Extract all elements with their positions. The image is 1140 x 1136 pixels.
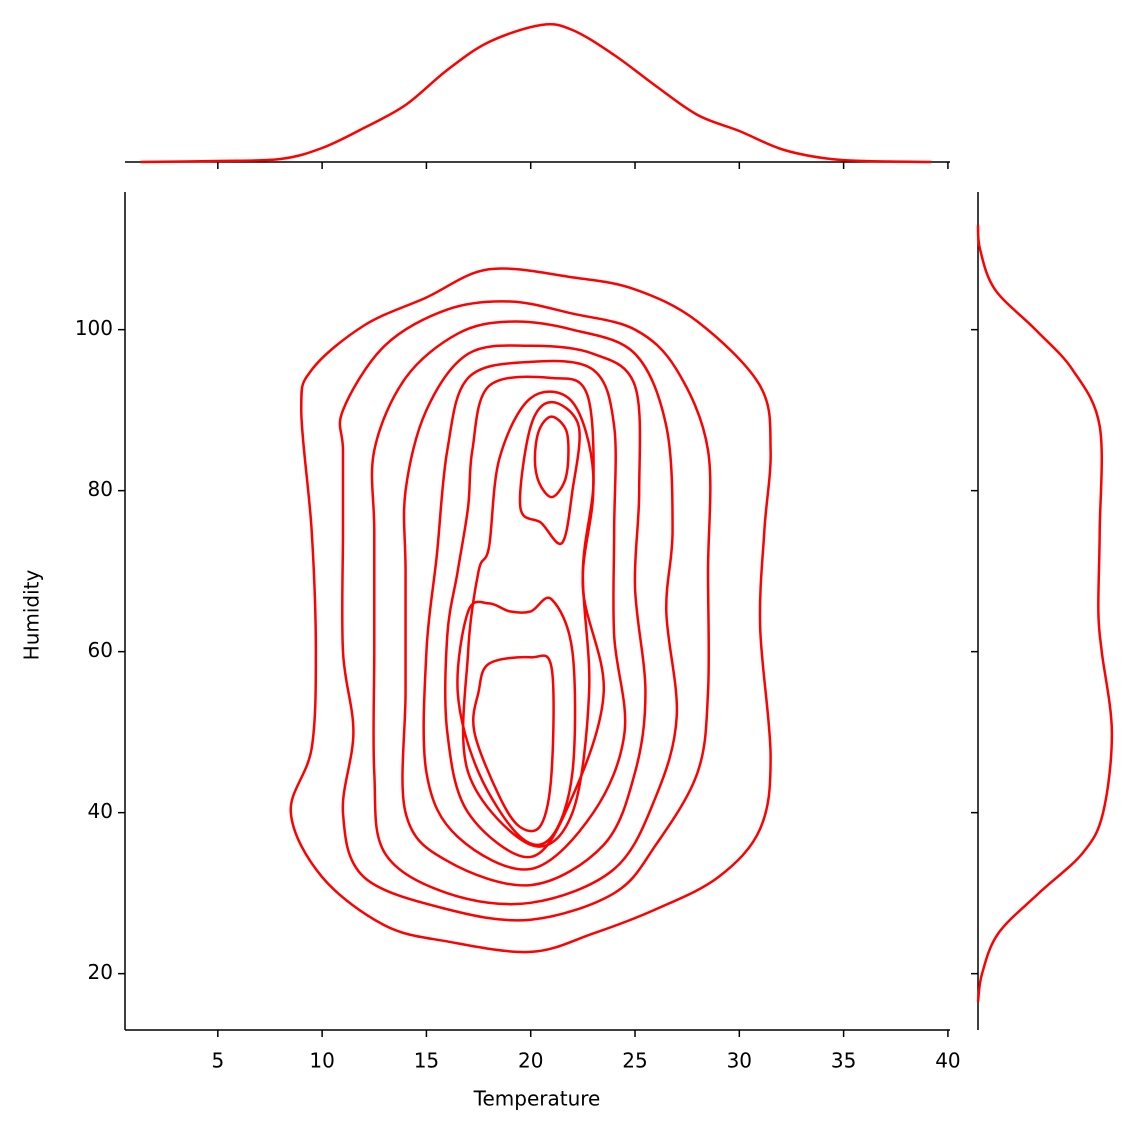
x-tick-label: 25 [622,1049,647,1073]
contour-line [461,390,595,848]
y-tick-label: 20 [88,960,113,984]
contour-line [518,400,581,546]
x-tick-label: 35 [831,1049,856,1073]
contour-line [401,344,647,887]
x-tick-label: 40 [935,1049,960,1073]
x-tick-label: 5 [211,1049,224,1073]
contour-line [370,320,679,906]
x-tick-label: 20 [518,1049,543,1073]
contour-line [471,654,555,833]
contour-line [422,359,627,871]
contour-line [444,375,605,859]
y-marginal-density [976,224,1114,1003]
contour-line [456,596,577,847]
y-tick-label: 60 [88,638,113,662]
y-tick-label: 40 [88,799,113,823]
contour-line [289,267,772,954]
x-tick-label: 30 [727,1049,752,1073]
contour-line [533,415,570,499]
x-tick-label: 15 [414,1049,439,1073]
contour-line [338,300,712,922]
y-axis-label: Humidity [20,569,44,660]
x-axis-label: Temperature [473,1087,601,1111]
y-tick-label: 80 [88,477,113,501]
y-tick-label: 100 [75,316,113,340]
x-tick-label: 10 [309,1049,334,1073]
x-marginal-density [140,22,932,164]
